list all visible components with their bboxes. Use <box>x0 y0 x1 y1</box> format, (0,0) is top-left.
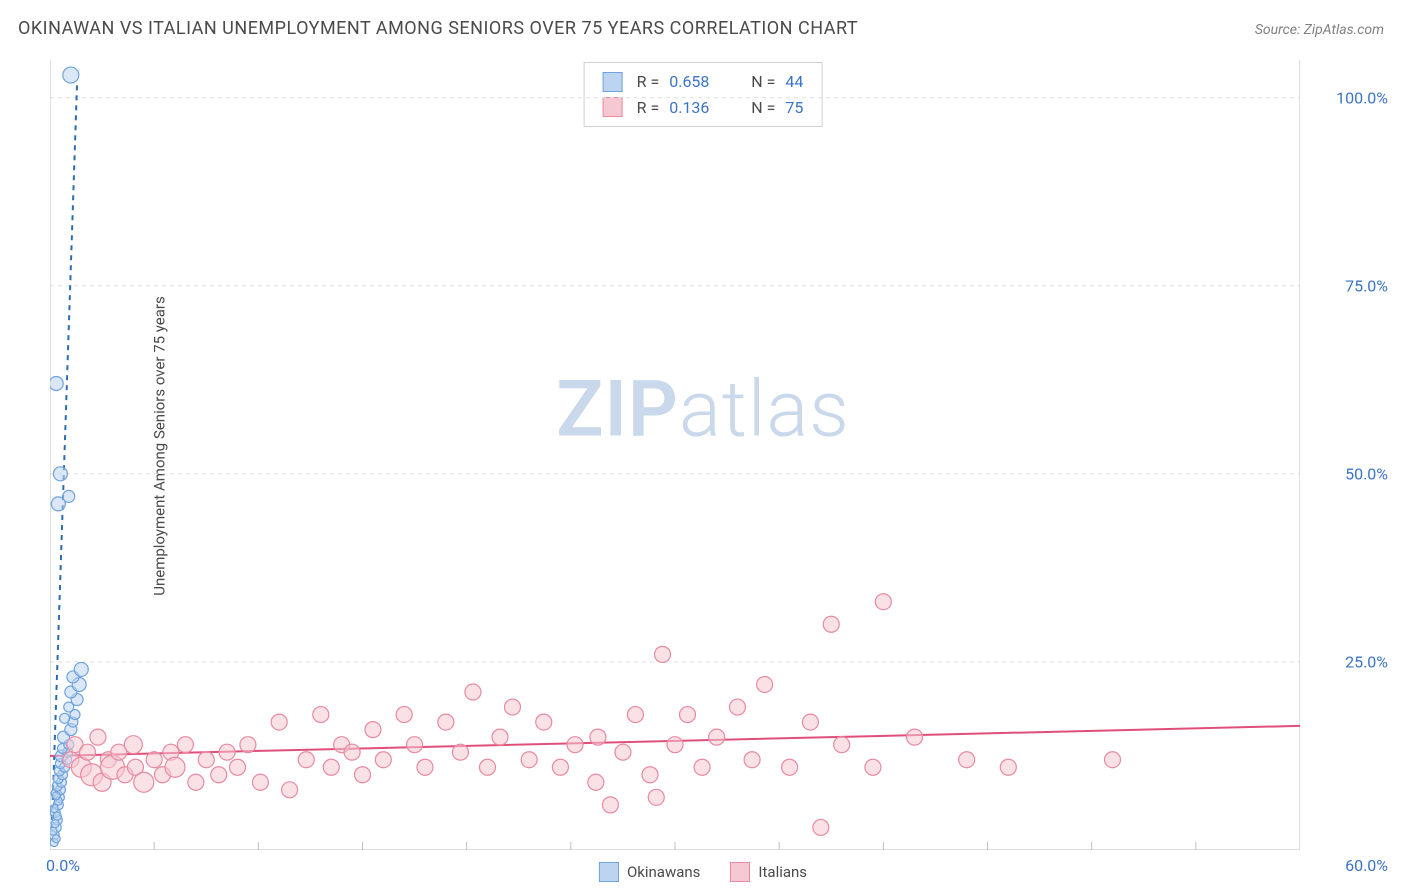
scatter-plot <box>50 60 1300 850</box>
legend-label-okinawans: Okinawans <box>627 863 700 881</box>
y-tick-label: 25.0% <box>1345 652 1388 671</box>
x-tick-right: 60.0% <box>1345 856 1388 875</box>
legend-swatch-okinawans-icon <box>599 862 619 882</box>
legend-item-okinawans: Okinawans <box>599 862 700 882</box>
chart-title: OKINAWAN VS ITALIAN UNEMPLOYMENT AMONG S… <box>18 18 858 39</box>
y-tick-label: 50.0% <box>1345 464 1388 483</box>
legend-bottom: Okinawans Italians <box>599 862 807 882</box>
x-tick-left: 0.0% <box>46 856 80 875</box>
source-label: Source: ZipAtlas.com <box>1255 22 1384 38</box>
legend-item-italians: Italians <box>730 862 807 882</box>
legend-swatch-italians-icon <box>730 862 750 882</box>
y-tick-label: 75.0% <box>1345 276 1388 295</box>
legend-label-italians: Italians <box>758 863 807 881</box>
y-tick-label: 100.0% <box>1336 88 1388 107</box>
